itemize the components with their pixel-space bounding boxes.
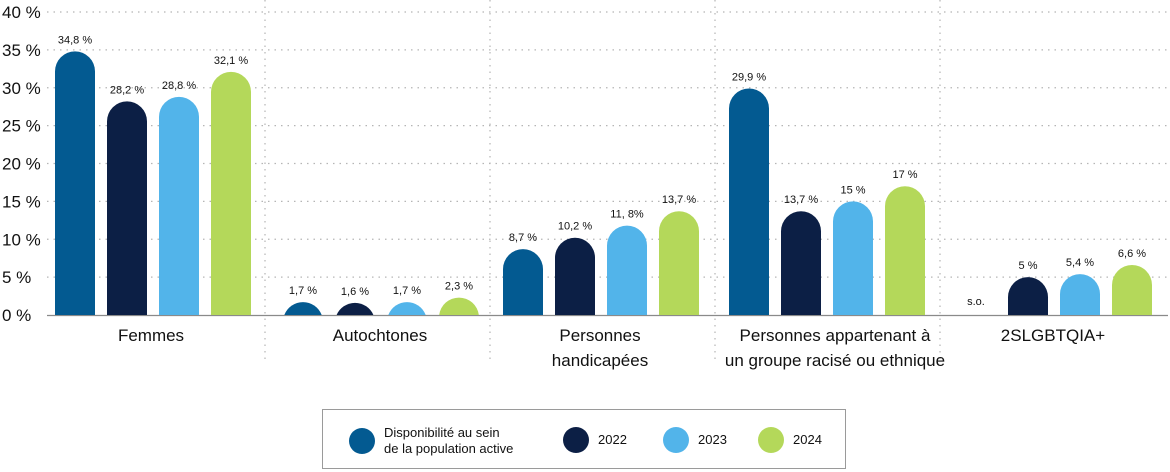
bar-label-s2-c0: 28,8 % [162,80,196,92]
bar-label-s3-c3: 17 % [892,169,917,181]
bar-label-s0-c3: 29,9 % [732,72,766,84]
y-tick-label-5: 5 % [2,268,31,287]
bar-label-s1-c1: 1,6 % [341,286,369,298]
bar-label-s1-c4: 5 % [1019,260,1038,272]
bar-s3-c4 [1112,265,1152,315]
legend-label-availability-line1: Disponibilité au sein [384,425,500,440]
category-label-4-line1: 2SLGBTQIA+ [1001,326,1105,345]
bar-s1-c1 [336,302,374,315]
y-tick-label-0: 0 % [2,306,31,325]
bar-s2-c0 [159,96,199,315]
legend-item-2024: 2024 [758,427,822,453]
bar-label-s2-c1: 1,7 % [393,285,421,297]
y-tick-label-40: 40 % [2,3,41,22]
category-label-2-line2: handicapées [552,351,648,370]
legend-item-2023: 2023 [663,427,727,453]
bar-label-s3-c4: 6,6 % [1118,248,1146,260]
bar-label-s1-c2: 10,2 % [558,221,592,233]
bar-s1-c4 [1008,277,1048,315]
bar-label-s0-c2: 8,7 % [509,232,537,244]
legend-item-2022: 2022 [563,427,627,453]
legend-label-2024: 2024 [793,432,822,447]
y-tick-label-20: 20 % [2,155,41,174]
legend-swatch-availability [349,428,375,454]
bar-s3-c0 [211,71,251,315]
bar-s2-c1 [388,302,426,315]
bar-s2-c2 [607,225,647,315]
bar-s3-c2 [659,211,699,315]
category-label-1-line1: Autochtones [333,326,428,345]
bar-label-s2-c4: 5,4 % [1066,257,1094,269]
bar-s2-c4 [1060,274,1100,315]
bar-label-s2-c3: 15 % [840,184,865,196]
bar-s0-c0 [55,51,95,315]
chart-legend: Disponibilité au sein de la population a… [322,409,846,469]
category-label-3-line1: Personnes appartenant à [740,326,931,345]
category-label-0-line1: Femmes [118,326,184,345]
bar-s3-c3 [885,186,925,315]
bar-s0-c2 [503,249,543,315]
bar-label-s0-c4: s.o. [967,296,985,308]
legend-swatch-2024 [758,427,784,453]
bar-s1-c2 [555,237,595,315]
bar-s0-c3 [729,88,769,315]
bar-s3-c1 [439,297,479,315]
bar-s2-c3 [833,201,873,315]
legend-swatch-2022 [563,427,589,453]
bar-s1-c0 [107,101,147,315]
legend-swatch-2023 [663,427,689,453]
legend-label-2023: 2023 [698,432,727,447]
bar-label-s0-c1: 1,7 % [289,285,317,297]
legend-item-availability: Disponibilité au sein de la population a… [349,425,534,457]
bar-label-s2-c2: 11, 8% [610,209,644,221]
legend-label-2022: 2022 [598,432,627,447]
category-label-3-line2: un groupe racisé ou ethnique [725,351,945,370]
y-tick-label-35: 35 % [2,41,41,60]
bar-label-s1-c3: 13,7 % [784,194,818,206]
y-tick-label-15: 15 % [2,192,41,211]
y-tick-label-30: 30 % [2,79,41,98]
bar-label-s3-c1: 2,3 % [445,281,473,293]
bar-label-s3-c2: 13,7 % [662,194,696,206]
bar-s0-c1 [284,302,322,315]
y-tick-label-10: 10 % [2,230,41,249]
bar-s1-c3 [781,211,821,315]
bar-label-s3-c0: 32,1 % [214,55,248,67]
bar-label-s1-c0: 28,2 % [110,84,144,96]
y-tick-label-25: 25 % [2,117,41,136]
bar-label-s0-c0: 34,8 % [58,34,92,46]
legend-label-availability-line2: de la population active [384,441,514,456]
category-label-2-line1: Personnes [559,326,640,345]
